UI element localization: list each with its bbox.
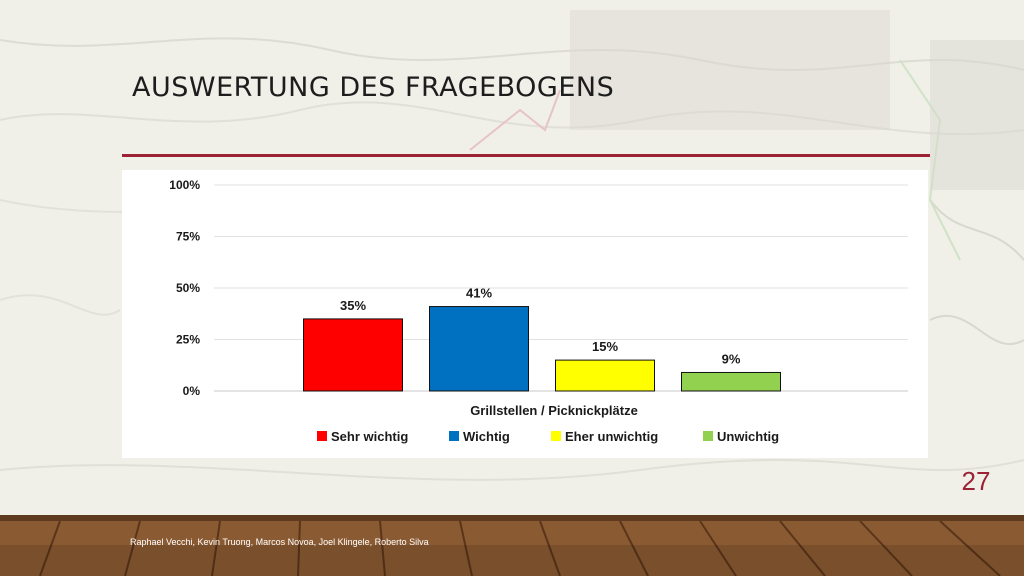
slide-title: AUSWERTUNG DES FRAGEBOGENS xyxy=(132,72,615,103)
y-tick-label: 100% xyxy=(169,178,200,192)
legend-swatch xyxy=(703,431,713,441)
data-label: 41% xyxy=(466,286,492,301)
legend-label: Sehr wichtig xyxy=(331,429,408,444)
bar-chart: 0% 25% 50% 75% 100% 35% 41% 15% 9% Grillstellen /… xyxy=(169,178,908,444)
y-tick-label: 50% xyxy=(176,281,200,295)
bar xyxy=(555,359,655,392)
data-label: 35% xyxy=(340,298,366,313)
legend-label: Wichtig xyxy=(463,429,510,444)
page-number: 27 xyxy=(961,466,991,496)
data-label: 9% xyxy=(722,351,741,366)
footer-authors: Raphael Vecchi, Kevin Truong, Marcos Nov… xyxy=(130,537,429,547)
bar xyxy=(681,371,781,392)
legend-label: Unwichtig xyxy=(717,429,779,444)
bar xyxy=(303,318,403,392)
wooden-floor-background xyxy=(0,515,1024,576)
legend-swatch xyxy=(317,431,327,441)
chart-panel: 0% 25% 50% 75% 100% 35% 41% 15% 9% Grillstellen /… xyxy=(122,170,928,458)
legend-swatch xyxy=(449,431,459,441)
legend-swatch xyxy=(551,431,561,441)
y-tick-label: 0% xyxy=(183,384,201,398)
x-axis-category-label: Grillstellen / Picknickplätze xyxy=(470,403,638,418)
y-tick-label: 25% xyxy=(176,333,200,347)
title-divider xyxy=(122,154,930,157)
data-label: 15% xyxy=(592,339,618,354)
legend-label: Eher unwichtig xyxy=(565,429,658,444)
bar xyxy=(429,306,529,392)
y-tick-label: 75% xyxy=(176,230,200,244)
